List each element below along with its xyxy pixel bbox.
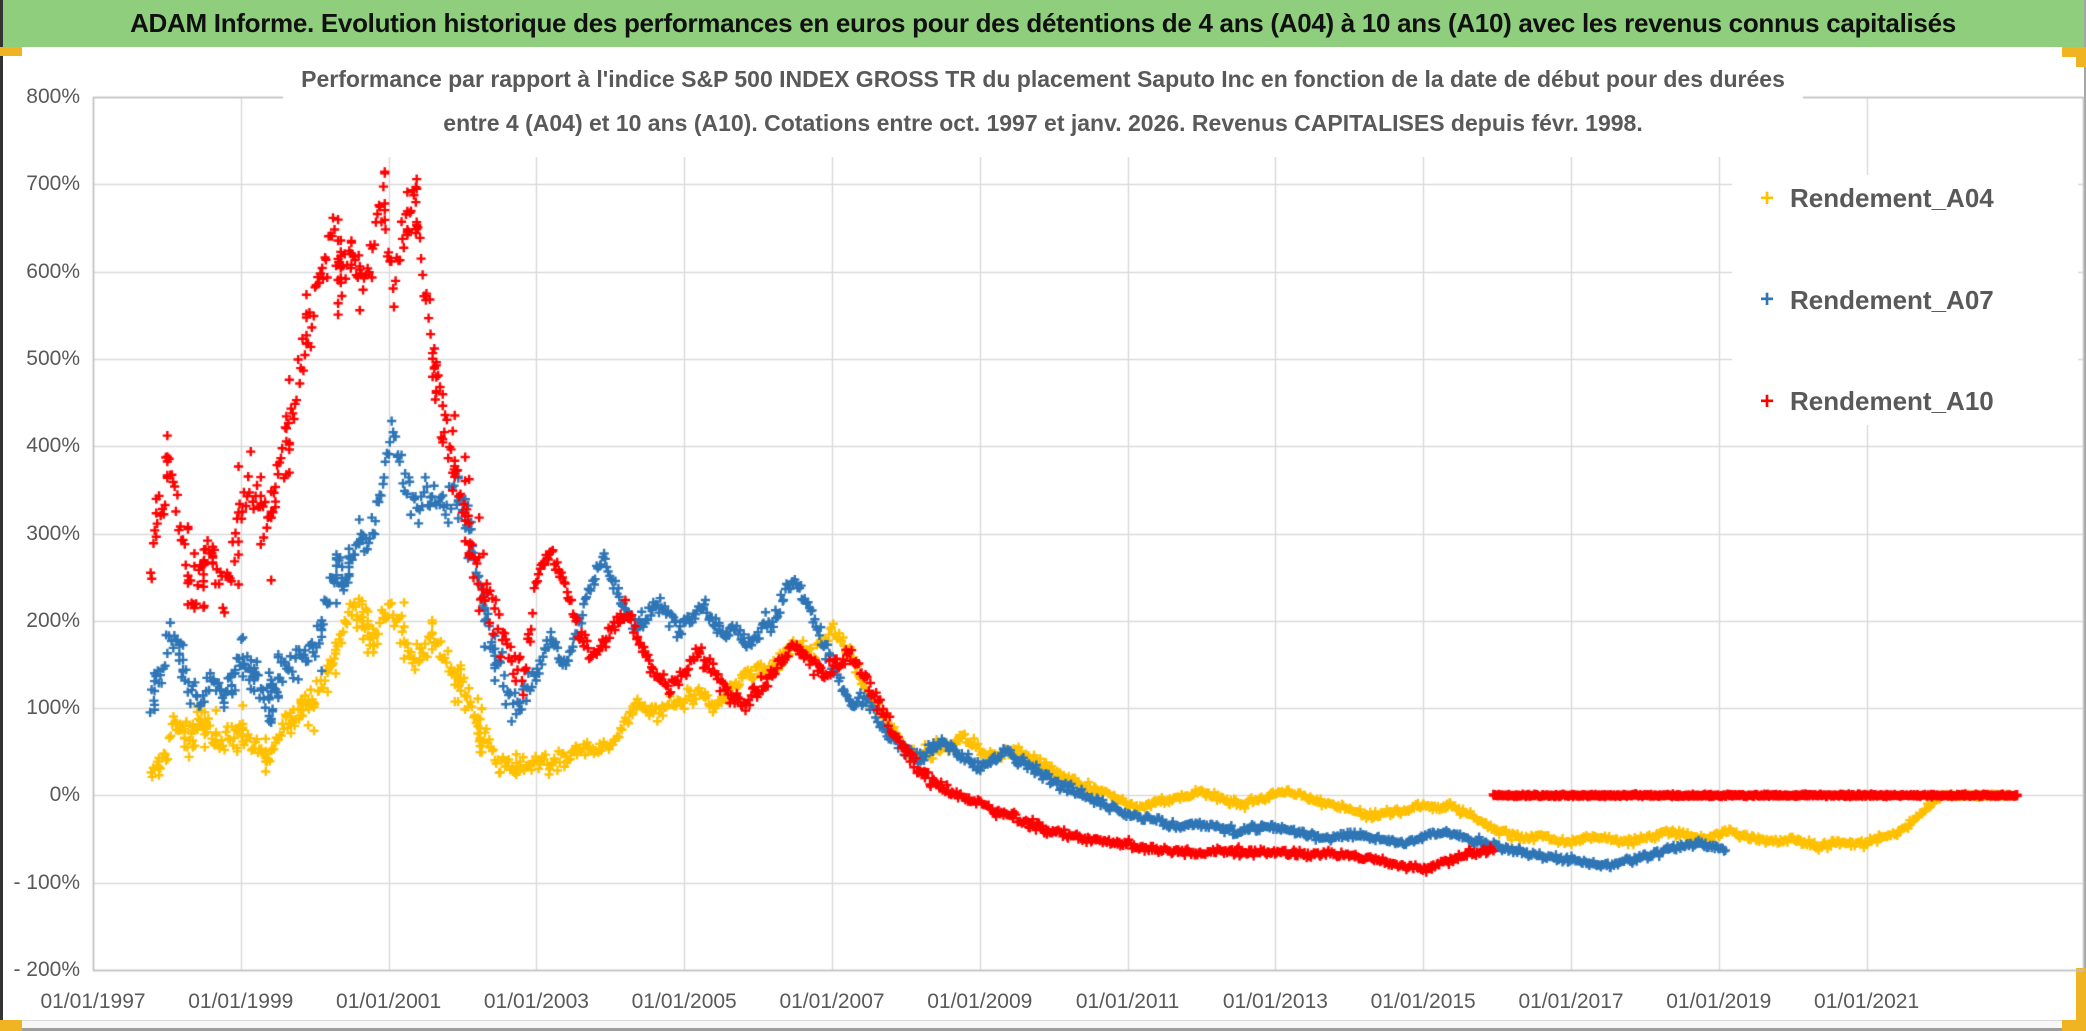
y-tick-label: 800% [26,85,80,108]
y-tick-label: 400% [26,434,80,458]
legend-label: Rendement_A07 [1790,284,1994,315]
chart-title-line2: entre 4 (A04) et 10 ans (A10). Cotations… [443,110,1643,136]
x-tick-label: 01/01/2021 [1814,990,1920,1013]
y-tick-label: 700% [26,172,80,196]
x-tick-label: 01/01/2013 [1222,990,1328,1013]
chart-title-line1: Performance par rapport à l'indice S&P 5… [301,66,1785,92]
legend-item-rendement_a07: + Rendement_A07 [1732,285,2078,316]
x-tick-label: 01/01/2015 [1370,990,1476,1013]
x-tick-label: 01/01/2019 [1666,990,1772,1013]
legend-item-rendement_a10: + Rendement_A10 [1732,386,2078,417]
chart-legend: + Rendement_A04 + Rendement_A07 + Rendement_A… [1732,175,2078,425]
y-tick-label: 500% [26,346,80,370]
y-tick-label: 200% [26,608,80,632]
y-tick-label: - 200% [13,958,80,981]
y-tick-label: 0% [49,783,80,807]
plus-marker-icon: + [1760,286,1775,313]
y-tick-label: 100% [26,696,80,720]
plus-marker-icon: + [1760,387,1775,415]
plus-marker-icon: + [1760,184,1775,212]
chart-title: Performance par rapport à l'indice S&P 5… [283,57,1803,157]
x-tick-label: 01/01/2009 [927,990,1033,1013]
legend-label: Rendement_A10 [1790,386,1994,416]
x-tick-label: 01/01/2003 [483,990,589,1013]
legend-label: Rendement_A04 [1790,183,1994,213]
x-tick-label: 01/01/2017 [1518,990,1624,1013]
x-tick-label: 01/01/2011 [1075,990,1180,1013]
x-tick-label: 01/01/1999 [188,990,294,1013]
x-tick-label: 01/01/1997 [40,990,146,1013]
x-tick-label: 01/01/2001 [336,990,442,1013]
y-tick-label: 600% [26,259,80,283]
x-tick-label: 01/01/2007 [779,990,885,1013]
y-tick-label: - 100% [13,870,80,894]
y-tick-label: 300% [26,521,80,545]
x-tick-label: 01/01/2005 [631,990,737,1013]
legend-item-rendement_a04: + Rendement_A04 [1732,183,2078,214]
